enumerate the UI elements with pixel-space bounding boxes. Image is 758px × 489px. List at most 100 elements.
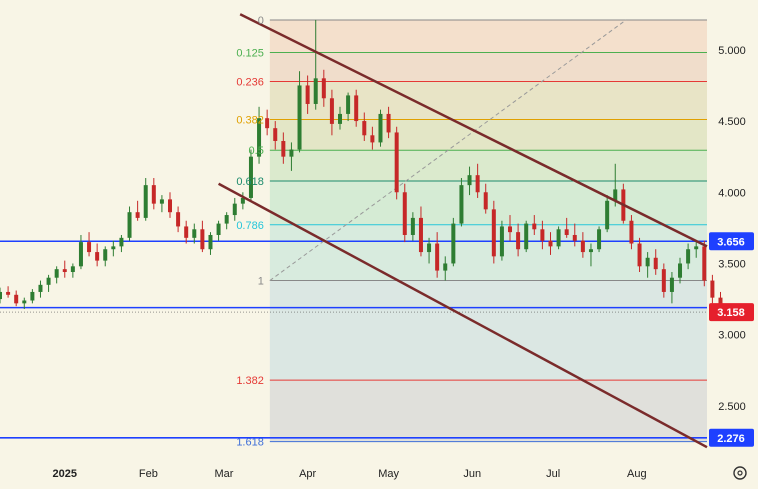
fib-level-label: 0.618 bbox=[236, 176, 264, 188]
fibonacci-bands bbox=[269, 19, 707, 442]
fib-band bbox=[269, 52, 707, 82]
fib-band bbox=[269, 224, 707, 281]
candle-body bbox=[14, 294, 19, 304]
channel-line[interactable] bbox=[217, 182, 708, 449]
candle-body bbox=[281, 140, 286, 157]
time-tick-label: Aug bbox=[627, 468, 647, 480]
candle-body bbox=[38, 284, 43, 292]
candle-body bbox=[143, 185, 148, 218]
candle-body bbox=[605, 200, 610, 230]
time-tick-label: Feb bbox=[139, 468, 158, 480]
candle-body bbox=[694, 246, 699, 250]
candle-body bbox=[103, 249, 108, 261]
candle-body bbox=[240, 197, 245, 204]
candle-body bbox=[346, 95, 351, 114]
candle-body bbox=[661, 269, 666, 292]
fib-level-label: 0.236 bbox=[236, 76, 264, 88]
candle-body bbox=[370, 135, 375, 143]
current-price-badge: 3.158 bbox=[717, 307, 745, 319]
candle-body bbox=[402, 192, 407, 235]
candle-body bbox=[273, 128, 278, 141]
time-tick-label: May bbox=[378, 468, 399, 480]
candle-body bbox=[248, 156, 253, 198]
candle-body bbox=[62, 269, 67, 273]
candle-body bbox=[451, 223, 456, 264]
fib-level-label: 1 bbox=[258, 276, 264, 288]
candle-body bbox=[70, 266, 75, 273]
candle-body bbox=[645, 257, 650, 267]
candle-body bbox=[710, 280, 715, 298]
candle-body bbox=[686, 249, 691, 264]
price-tick-label: 5.000 bbox=[718, 45, 746, 57]
price-badge: 2.276 bbox=[717, 433, 745, 445]
candle-body bbox=[613, 189, 618, 201]
candle-body bbox=[508, 226, 513, 233]
candle-body bbox=[6, 291, 11, 295]
candle-body bbox=[127, 212, 132, 238]
candle-body bbox=[410, 217, 415, 235]
price-tick-label: 3.500 bbox=[718, 258, 746, 270]
time-tick-label: Jun bbox=[463, 468, 481, 480]
candle-body bbox=[289, 149, 294, 157]
candle-body bbox=[111, 246, 116, 250]
candle-body bbox=[119, 237, 124, 247]
fib-band bbox=[269, 181, 707, 225]
descending-channel[interactable] bbox=[217, 13, 708, 449]
candle-body bbox=[524, 223, 529, 250]
candle-body bbox=[427, 243, 432, 253]
candle-body bbox=[297, 85, 302, 150]
candle-body bbox=[46, 277, 51, 285]
candle-body bbox=[216, 223, 221, 235]
fib-band bbox=[269, 380, 707, 442]
candle-body bbox=[257, 118, 262, 157]
candle-body bbox=[338, 113, 343, 124]
candle-body bbox=[200, 229, 205, 250]
candle-body bbox=[435, 243, 440, 271]
price-axis[interactable]: 5.000 4.500 4.000 3.500 3.000 2.500 3.656 2.276… bbox=[709, 45, 754, 447]
candle-body bbox=[265, 118, 270, 129]
candle-body bbox=[386, 113, 391, 133]
candle-body bbox=[597, 229, 602, 250]
fib-band bbox=[269, 119, 707, 151]
fib-level-label: 0 bbox=[258, 15, 264, 27]
time-tick-label: Apr bbox=[299, 468, 316, 480]
fib-band bbox=[269, 150, 707, 182]
fib-band bbox=[269, 81, 707, 120]
candle-body bbox=[192, 229, 197, 238]
candle-body bbox=[702, 246, 707, 281]
candle-body bbox=[548, 240, 553, 247]
fibonacci-levels bbox=[269, 19, 707, 443]
settings-icon[interactable] bbox=[733, 466, 747, 480]
candle-body bbox=[362, 121, 367, 136]
candle-body bbox=[168, 199, 173, 213]
channel-line[interactable] bbox=[239, 13, 708, 248]
candle-body bbox=[499, 226, 504, 257]
fib-trend-line bbox=[269, 19, 627, 281]
candle-body bbox=[653, 257, 658, 270]
candle-body bbox=[637, 243, 642, 267]
candle-body bbox=[483, 192, 488, 210]
time-tick-label: Jul bbox=[546, 468, 560, 480]
fib-level-label: 0.786 bbox=[236, 220, 264, 232]
time-axis[interactable]: 2025 Feb Mar Apr May Jun Jul Aug bbox=[53, 468, 647, 480]
horizontal-lines[interactable] bbox=[0, 240, 707, 439]
candle-body bbox=[516, 232, 521, 250]
candle-body bbox=[30, 291, 35, 301]
candle-body bbox=[151, 185, 156, 204]
fib-level-label: 1.382 bbox=[236, 375, 264, 387]
candle-body bbox=[232, 203, 237, 216]
candle-body bbox=[87, 242, 92, 253]
candle-body bbox=[556, 229, 561, 247]
candle-body bbox=[459, 185, 464, 224]
price-tick-label: 3.000 bbox=[718, 330, 746, 342]
candle-body bbox=[475, 175, 480, 193]
candle-body bbox=[580, 240, 585, 253]
candle-body bbox=[176, 212, 181, 227]
time-tick-label: Mar bbox=[214, 468, 233, 480]
current-price-badge-bg bbox=[709, 303, 754, 322]
fib-band bbox=[269, 19, 707, 53]
price-tick-label: 2.500 bbox=[718, 401, 746, 413]
candle-body bbox=[678, 263, 683, 278]
candle-body bbox=[540, 229, 545, 241]
